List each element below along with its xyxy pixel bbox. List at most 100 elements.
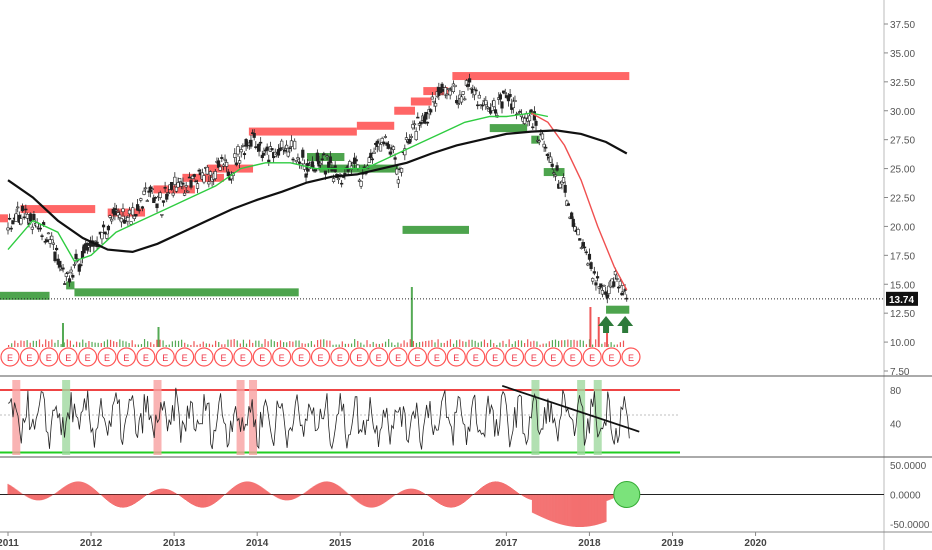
candle-body <box>286 151 290 157</box>
candle-body <box>158 192 162 198</box>
earnings-marker-icon[interactable] <box>601 347 622 367</box>
candle-body <box>336 178 341 181</box>
volume-bar <box>91 341 93 347</box>
volume-bar <box>128 343 130 347</box>
earnings-marker-icon[interactable] <box>116 347 137 367</box>
candle-body <box>135 204 140 211</box>
earnings-marker-icon[interactable] <box>621 347 641 367</box>
earnings-marker-icon[interactable] <box>446 347 466 367</box>
volume-bar <box>465 341 467 347</box>
volume-bar <box>493 343 495 347</box>
support-zone <box>531 135 540 144</box>
time-axis-tick: 2012 <box>80 538 103 549</box>
earnings-marker-icon[interactable] <box>388 347 408 367</box>
volume-bar <box>440 342 442 347</box>
candle-body <box>500 101 504 109</box>
volume-bar <box>72 344 75 347</box>
volume-bar <box>397 342 399 347</box>
candle-body <box>537 140 541 143</box>
earnings-marker-icon[interactable] <box>233 347 253 367</box>
earnings-marker-icon[interactable] <box>155 347 175 367</box>
volume-bar <box>557 340 560 347</box>
price-axis-tick: 35.00 <box>890 49 915 60</box>
oscillator-line <box>7 387 630 450</box>
volume-bar <box>85 342 87 347</box>
earnings-marker-icon[interactable] <box>213 347 234 367</box>
candle-body <box>187 176 192 179</box>
support-zone <box>489 124 528 133</box>
candle-body <box>330 167 334 172</box>
volume-bar <box>165 344 167 347</box>
support-zone <box>0 291 50 300</box>
earnings-marker-icon[interactable] <box>543 347 563 367</box>
candle-body <box>72 264 77 266</box>
candle-body <box>498 94 502 100</box>
earnings-marker-icon[interactable] <box>466 347 486 367</box>
momentum-panel <box>0 481 884 528</box>
volume-bar <box>415 342 418 347</box>
volume-bar <box>434 342 436 347</box>
earnings-marker-icon[interactable] <box>272 347 292 367</box>
earnings-marker-icon[interactable] <box>19 347 40 367</box>
candle-body <box>166 192 170 194</box>
price-axis-tick: 12.50 <box>890 309 915 320</box>
volume-bar <box>363 344 365 347</box>
earnings-marker-icon[interactable] <box>524 347 544 367</box>
volume-spike <box>606 322 609 347</box>
volume-bar <box>539 344 541 347</box>
candle-body <box>71 274 75 278</box>
earnings-marker-icon[interactable] <box>175 347 195 367</box>
volume-bar <box>347 343 350 347</box>
candle-body <box>476 104 480 107</box>
candle-body <box>430 96 434 100</box>
volume-bar <box>286 342 288 347</box>
earnings-marker-icon[interactable] <box>310 347 331 367</box>
candle-body <box>571 218 575 227</box>
earnings-marker-icon[interactable] <box>39 347 59 367</box>
earnings-marker-icon[interactable] <box>252 347 272 367</box>
momentum-axis-tick: 0.0000 <box>890 491 921 502</box>
earnings-marker-icon[interactable] <box>194 347 214 367</box>
earnings-marker-icon[interactable] <box>485 347 505 367</box>
earnings-marker-icon[interactable] <box>136 347 156 367</box>
candle-body <box>197 169 201 172</box>
earnings-marker-icon[interactable] <box>97 347 117 367</box>
candle-body <box>194 180 198 183</box>
earnings-marker-icon[interactable] <box>291 347 311 367</box>
candle-body <box>553 174 558 177</box>
candle-body <box>265 146 269 151</box>
earnings-marker-icon[interactable] <box>563 347 583 367</box>
earnings-marker-icon[interactable] <box>78 347 98 367</box>
earnings-marker-label: E <box>414 353 420 363</box>
earnings-marker-icon[interactable] <box>58 347 78 367</box>
volume-bar <box>378 343 380 347</box>
price-axis-tick: 15.00 <box>890 280 915 291</box>
volume-bar <box>480 341 482 347</box>
candle-body <box>599 283 603 288</box>
earnings-marker-icon[interactable] <box>582 347 602 367</box>
earnings-marker-label: E <box>259 353 265 363</box>
candle-body <box>388 151 392 155</box>
earnings-marker-icon[interactable] <box>504 347 525 367</box>
candle-body <box>110 218 114 222</box>
volume-bar <box>168 344 170 347</box>
price-axis-tick: 25.00 <box>890 165 915 176</box>
earnings-marker-icon[interactable] <box>369 347 389 367</box>
volume-bar <box>187 344 189 347</box>
candle-body <box>315 152 319 162</box>
candle-body <box>523 118 527 124</box>
earnings-marker-icon[interactable] <box>0 347 20 367</box>
earnings-marker-icon[interactable] <box>407 347 428 367</box>
volume-bar <box>582 340 584 347</box>
earnings-marker-icon[interactable] <box>330 347 350 367</box>
earnings-marker-icon[interactable] <box>427 347 447 367</box>
earnings-marker-icon[interactable] <box>349 347 369 367</box>
volume-bar <box>403 340 405 347</box>
volume-bar <box>224 344 226 347</box>
volume-bar <box>147 341 149 347</box>
volume-bar <box>181 339 183 347</box>
candle-body <box>114 209 119 212</box>
moving-average-medium-line <box>530 112 628 291</box>
support-zone <box>66 281 75 290</box>
